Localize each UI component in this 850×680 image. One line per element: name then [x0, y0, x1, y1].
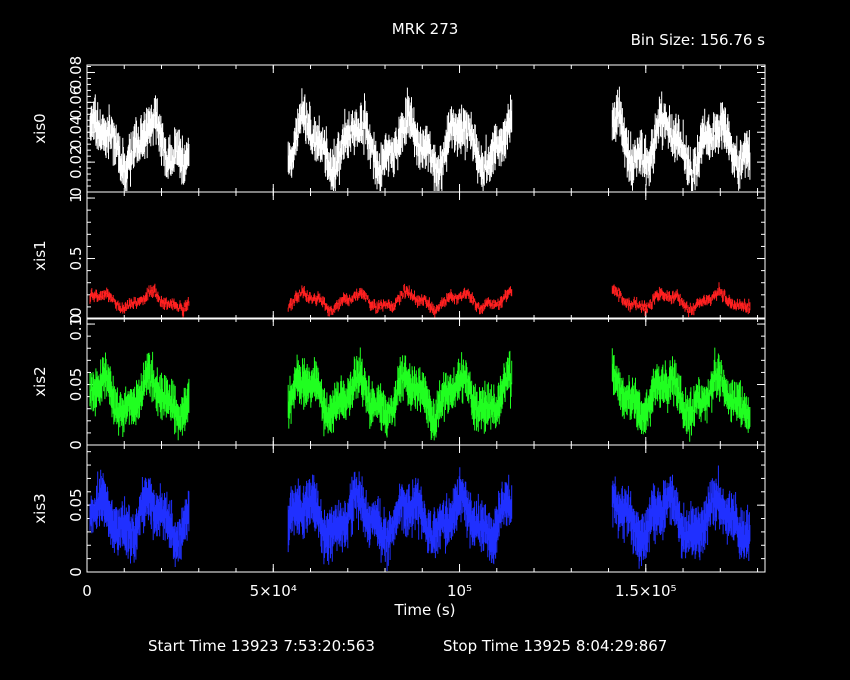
x-tick-label: 5×10⁴ — [250, 582, 297, 600]
y-tick-label: 0.5 — [67, 247, 85, 271]
x-axis-label: Time (s) — [394, 601, 456, 619]
panel-frame — [86, 191, 766, 320]
x-tick-label: 1.5×10⁵ — [615, 582, 677, 600]
y-tick-label: 1 — [67, 193, 85, 203]
series-xis1 — [89, 282, 751, 318]
y-tick-label: 0.10 — [67, 307, 85, 340]
y-tick-label: 0.05 — [67, 488, 85, 521]
y-tick-label: 0.02 — [67, 145, 85, 178]
x-tick-label: 10⁵ — [447, 582, 472, 600]
y-tick-label: 0.05 — [67, 368, 85, 401]
y-tick-label: 0 — [67, 314, 85, 324]
y-tick-label: 0.06 — [67, 86, 85, 119]
panel-label-xis3: xis3 — [31, 493, 49, 523]
panel-label-xis0: xis0 — [31, 113, 49, 143]
bin-size-label: Bin Size: 156.76 s — [631, 31, 766, 49]
panel-xis2: 0 0.05 0.10 xis2 — [31, 307, 766, 450]
error-bars-xis3 — [89, 465, 751, 571]
panel-label-xis1: xis1 — [31, 240, 49, 270]
series-xis2 — [89, 347, 751, 442]
start-time-label: Start Time 13923 7:53:20:563 — [148, 637, 375, 655]
y-tick-label: 0.04 — [67, 116, 85, 149]
error-bars-xis1 — [89, 282, 751, 318]
panel-xis1: 0 0.5 1 xis1 — [31, 191, 766, 324]
error-bars-xis2 — [89, 347, 751, 442]
panel-frame — [86, 444, 766, 573]
series-xis3 — [89, 465, 751, 571]
series-xis0 — [89, 86, 751, 191]
x-axis: 0 5×10⁴ 10⁵ 1.5×10⁵ — [82, 582, 676, 600]
x-tick-label: 0 — [82, 582, 92, 600]
error-bars-xis0 — [89, 86, 751, 191]
y-tick-label: 0.08 — [67, 56, 85, 89]
y-tick-label: 0 — [67, 187, 85, 197]
panels-group: 0 0.020.040.060.08 xis0 0 0.5 1 xis1 0 0.05 0.10 x… — [31, 56, 766, 577]
panel-xis0: 0 0.020.040.060.08 xis0 — [31, 56, 766, 197]
stop-time-label: Stop Time 13925 8:04:29:867 — [443, 637, 667, 655]
panel-xis3: 0 0.05 xis3 — [31, 444, 766, 577]
y-tick-label: 0 — [67, 567, 85, 577]
chart-title: MRK 273 — [392, 20, 459, 38]
y-tick-label: 0 — [67, 440, 85, 450]
panel-label-xis2: xis2 — [31, 366, 49, 396]
